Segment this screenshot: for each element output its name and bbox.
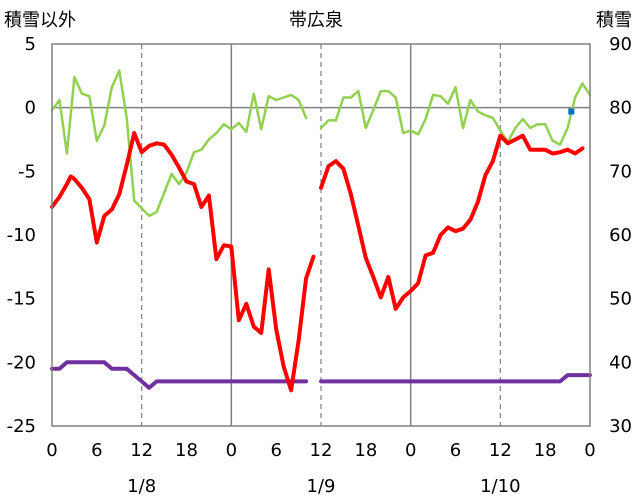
x-day-label: 1/9 — [307, 476, 336, 497]
gridlines — [52, 44, 590, 426]
series-layer — [50, 69, 592, 393]
y-left-tick-label: -20 — [7, 352, 36, 373]
x-tick-label: 12 — [489, 440, 512, 461]
x-tick-label: 0 — [46, 440, 57, 461]
x-tick-label: 18 — [175, 440, 198, 461]
plot-frame — [51, 43, 591, 427]
x-tick-label: 0 — [405, 440, 416, 461]
snow-series-line — [50, 360, 309, 390]
y-left-tick-label: 5 — [25, 34, 36, 55]
y-right-tick-label: 50 — [609, 289, 632, 310]
y-right-tick-label: 70 — [609, 161, 632, 182]
x-tick-label: 0 — [226, 440, 237, 461]
y-left-tick-label: -10 — [7, 225, 36, 246]
x-tick-label: 6 — [91, 440, 102, 461]
x-tick-label: 12 — [130, 440, 153, 461]
marker-point — [568, 108, 575, 115]
chart-title: 帯広泉 — [289, 10, 343, 31]
y-left-tick-label: -15 — [7, 289, 36, 310]
y-right-tick-label: 60 — [609, 225, 632, 246]
temperature-series-line — [50, 131, 316, 393]
y-left-axis-label: 積雪以外 — [4, 10, 76, 31]
x-day-label: 1/10 — [480, 476, 520, 497]
y-right-tick-label: 80 — [609, 98, 632, 119]
x-tick-label: 0 — [584, 440, 595, 461]
y-left-tick-label: -5 — [18, 161, 36, 182]
secondary-series-line — [50, 69, 308, 218]
x-tick-label: 12 — [310, 440, 333, 461]
x-day-label: 1/8 — [127, 476, 156, 497]
x-tick-label: 6 — [450, 440, 461, 461]
temperature-series-line — [319, 133, 585, 311]
y-right-axis-label: 積雪 — [596, 10, 632, 31]
secondary-series-line — [319, 82, 592, 146]
y-left-tick-label: -25 — [7, 416, 36, 437]
y-right-tick-label: 40 — [609, 352, 632, 373]
y-right-tick-label: 30 — [609, 416, 632, 437]
x-tick-label: 18 — [354, 440, 377, 461]
x-tick-label: 6 — [270, 440, 281, 461]
snow-series-line — [319, 373, 592, 384]
y-right-tick-label: 90 — [609, 34, 632, 55]
x-tick-label: 18 — [534, 440, 557, 461]
y-left-tick-label: 0 — [25, 98, 36, 119]
